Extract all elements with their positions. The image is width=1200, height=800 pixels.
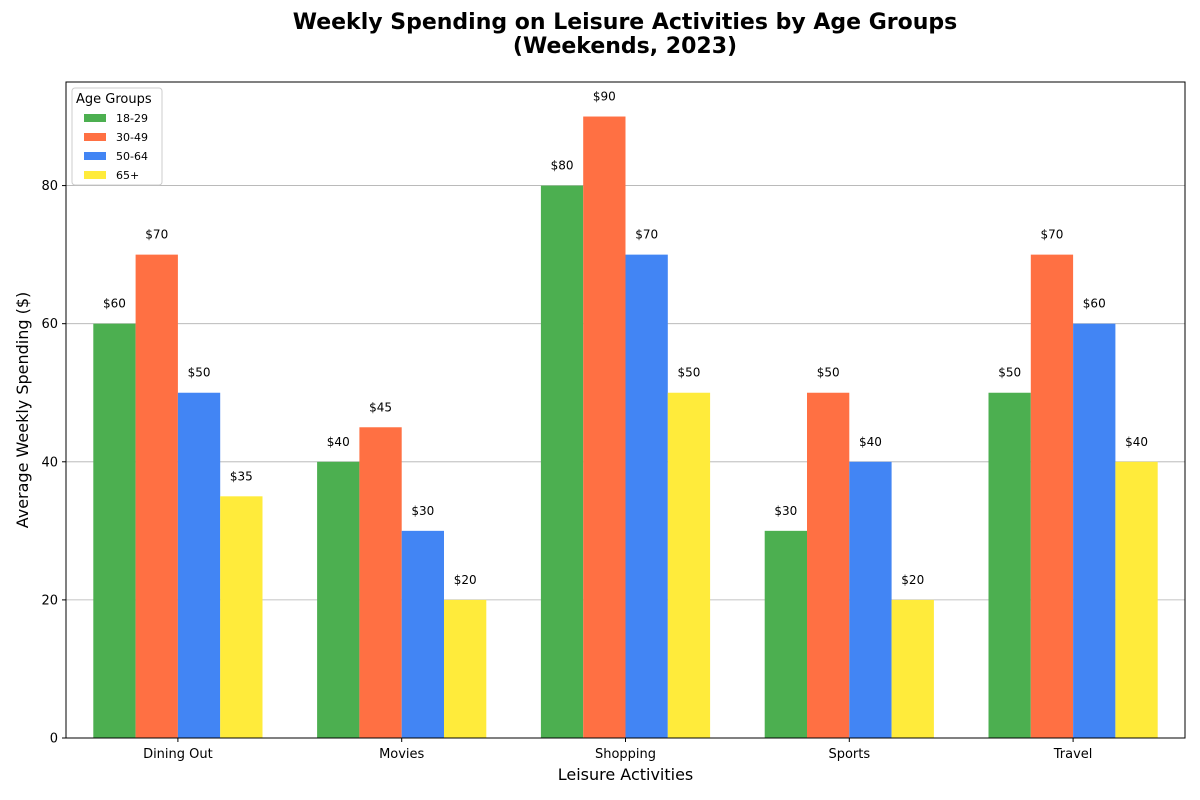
- bar-value-label: $20: [454, 573, 477, 587]
- plot-frame: [65, 81, 1186, 739]
- legend-box: [71, 87, 163, 186]
- bar-value-label: $45: [369, 400, 392, 414]
- bar-value-label: $60: [1083, 297, 1106, 311]
- legend-swatch: [84, 114, 106, 122]
- y-tick-label: 60: [41, 317, 58, 332]
- chart-title: Weekly Spending on Leisure Activities by…: [292, 10, 958, 35]
- bar: [93, 323, 136, 738]
- bar: [764, 530, 807, 738]
- legend-swatch: [84, 152, 106, 160]
- x-tick-label: Travel: [1053, 747, 1093, 762]
- y-tick-label: 0: [50, 732, 58, 747]
- bar-value-label: $50: [188, 366, 211, 380]
- bar-value-label: $20: [901, 573, 924, 587]
- legend-label: 30-49: [116, 131, 148, 144]
- bar-value-label: $40: [1125, 435, 1148, 449]
- bar-value-label: $50: [677, 366, 700, 380]
- bar-value-label: $70: [1040, 228, 1063, 242]
- x-tick-label: Shopping: [595, 747, 656, 762]
- x-tick-label: Movies: [379, 747, 424, 762]
- y-tick-label: 40: [41, 455, 58, 470]
- x-tick-label: Sports: [828, 747, 870, 762]
- bar-value-label: $50: [998, 366, 1021, 380]
- bar-value-label: $40: [859, 435, 882, 449]
- legend-label: 65+: [116, 169, 139, 182]
- bar: [220, 496, 263, 738]
- bar-value-label: $60: [103, 297, 126, 311]
- legend-title: Age Groups: [76, 92, 152, 107]
- bar: [317, 461, 360, 738]
- bar: [891, 599, 934, 738]
- legend-label: 50-64: [116, 150, 148, 163]
- bar: [583, 116, 626, 739]
- bar-value-label: $30: [774, 504, 797, 518]
- bar: [444, 599, 487, 738]
- bar: [135, 254, 178, 738]
- bar-value-label: $80: [551, 159, 574, 173]
- bar-value-label: $35: [230, 469, 253, 483]
- x-tick-label: Dining Out: [143, 747, 213, 762]
- bar: [667, 392, 711, 738]
- bar: [1073, 323, 1116, 738]
- bar: [359, 427, 402, 738]
- legend-swatch: [84, 133, 106, 141]
- bar-value-label: $40: [327, 435, 350, 449]
- bar: [177, 392, 221, 738]
- bar: [1115, 461, 1158, 738]
- bar: [807, 392, 850, 738]
- legend-label: 18-29: [116, 112, 148, 125]
- x-axis-label: Leisure Activities: [558, 765, 694, 784]
- bar: [401, 530, 444, 738]
- bar-value-label: $70: [635, 228, 658, 242]
- bar: [1030, 254, 1074, 738]
- bar-value-label: $30: [411, 504, 434, 518]
- y-tick-label: 20: [41, 593, 58, 608]
- bar-value-label: $70: [145, 228, 168, 242]
- bar: [988, 392, 1031, 738]
- bar: [849, 461, 892, 738]
- bar-value-label: $90: [593, 90, 616, 104]
- chart-subtitle: (Weekends, 2023): [512, 34, 738, 59]
- y-axis-label: Average Weekly Spending ($): [13, 292, 32, 529]
- legend-swatch: [84, 171, 106, 179]
- bar: [540, 185, 584, 738]
- bar-value-label: $50: [817, 366, 840, 380]
- bar: [625, 254, 668, 738]
- y-tick-label: 80: [41, 179, 58, 194]
